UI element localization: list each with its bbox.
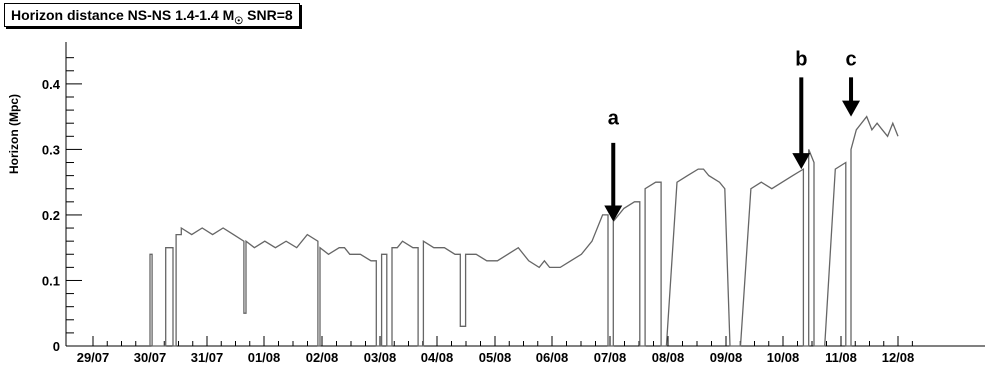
x-tick-label: 01/08 — [248, 350, 281, 365]
annotation-label: b — [795, 49, 807, 71]
x-tick-label: 05/08 — [479, 350, 512, 365]
annotation-arrow-head — [842, 100, 861, 117]
x-tick-label: 06/08 — [536, 350, 569, 365]
series-line-0 — [149, 115, 899, 347]
x-tick-label: 09/08 — [710, 350, 743, 365]
x-tick-label: 11/08 — [825, 350, 857, 365]
x-tick-label: 03/08 — [364, 350, 397, 365]
x-tick-label: 10/08 — [767, 350, 800, 365]
chart-title-subscript: ☉ — [234, 15, 244, 27]
x-tick-label: 31/07 — [191, 350, 224, 365]
axes: 0 0.1 0.2 0.3 0.4 29/07 30/07 31/07 01/08 02/08 03… — [42, 42, 985, 365]
chart-title-suffix: SNR=8 — [243, 7, 293, 23]
series-layer — [149, 115, 899, 347]
y-tick-label: 0.2 — [42, 208, 60, 223]
x-tick-label: 29/07 — [77, 350, 110, 365]
annotation-label: a — [608, 108, 620, 130]
annotation-arrow-head — [792, 153, 811, 170]
x-tick-label: 02/08 — [306, 350, 339, 365]
y-tick-label: 0 — [53, 339, 60, 354]
y-tick-label: 0.1 — [42, 273, 60, 288]
annotations-layer: a b c — [604, 49, 861, 222]
x-tick-label: 12/08 — [882, 350, 915, 365]
y-axis-label: Horizon (Mpc) — [7, 94, 21, 174]
x-tick-label: 07/08 — [594, 350, 627, 365]
annotation-label: c — [845, 49, 856, 71]
x-tick-label: 04/08 — [421, 350, 454, 365]
chart-title: Horizon distance NS-NS 1.4-1.4 M☉ SNR=8 — [4, 3, 300, 27]
y-tick-label: 0.3 — [42, 142, 60, 157]
annotation-arrow-head — [604, 205, 623, 222]
y-tick-label: 0.4 — [42, 77, 61, 92]
x-tick-label: 30/07 — [134, 350, 167, 365]
x-tick-label: 08/08 — [652, 350, 685, 365]
chart-title-main: Horizon distance NS-NS 1.4-1.4 M — [11, 7, 235, 23]
